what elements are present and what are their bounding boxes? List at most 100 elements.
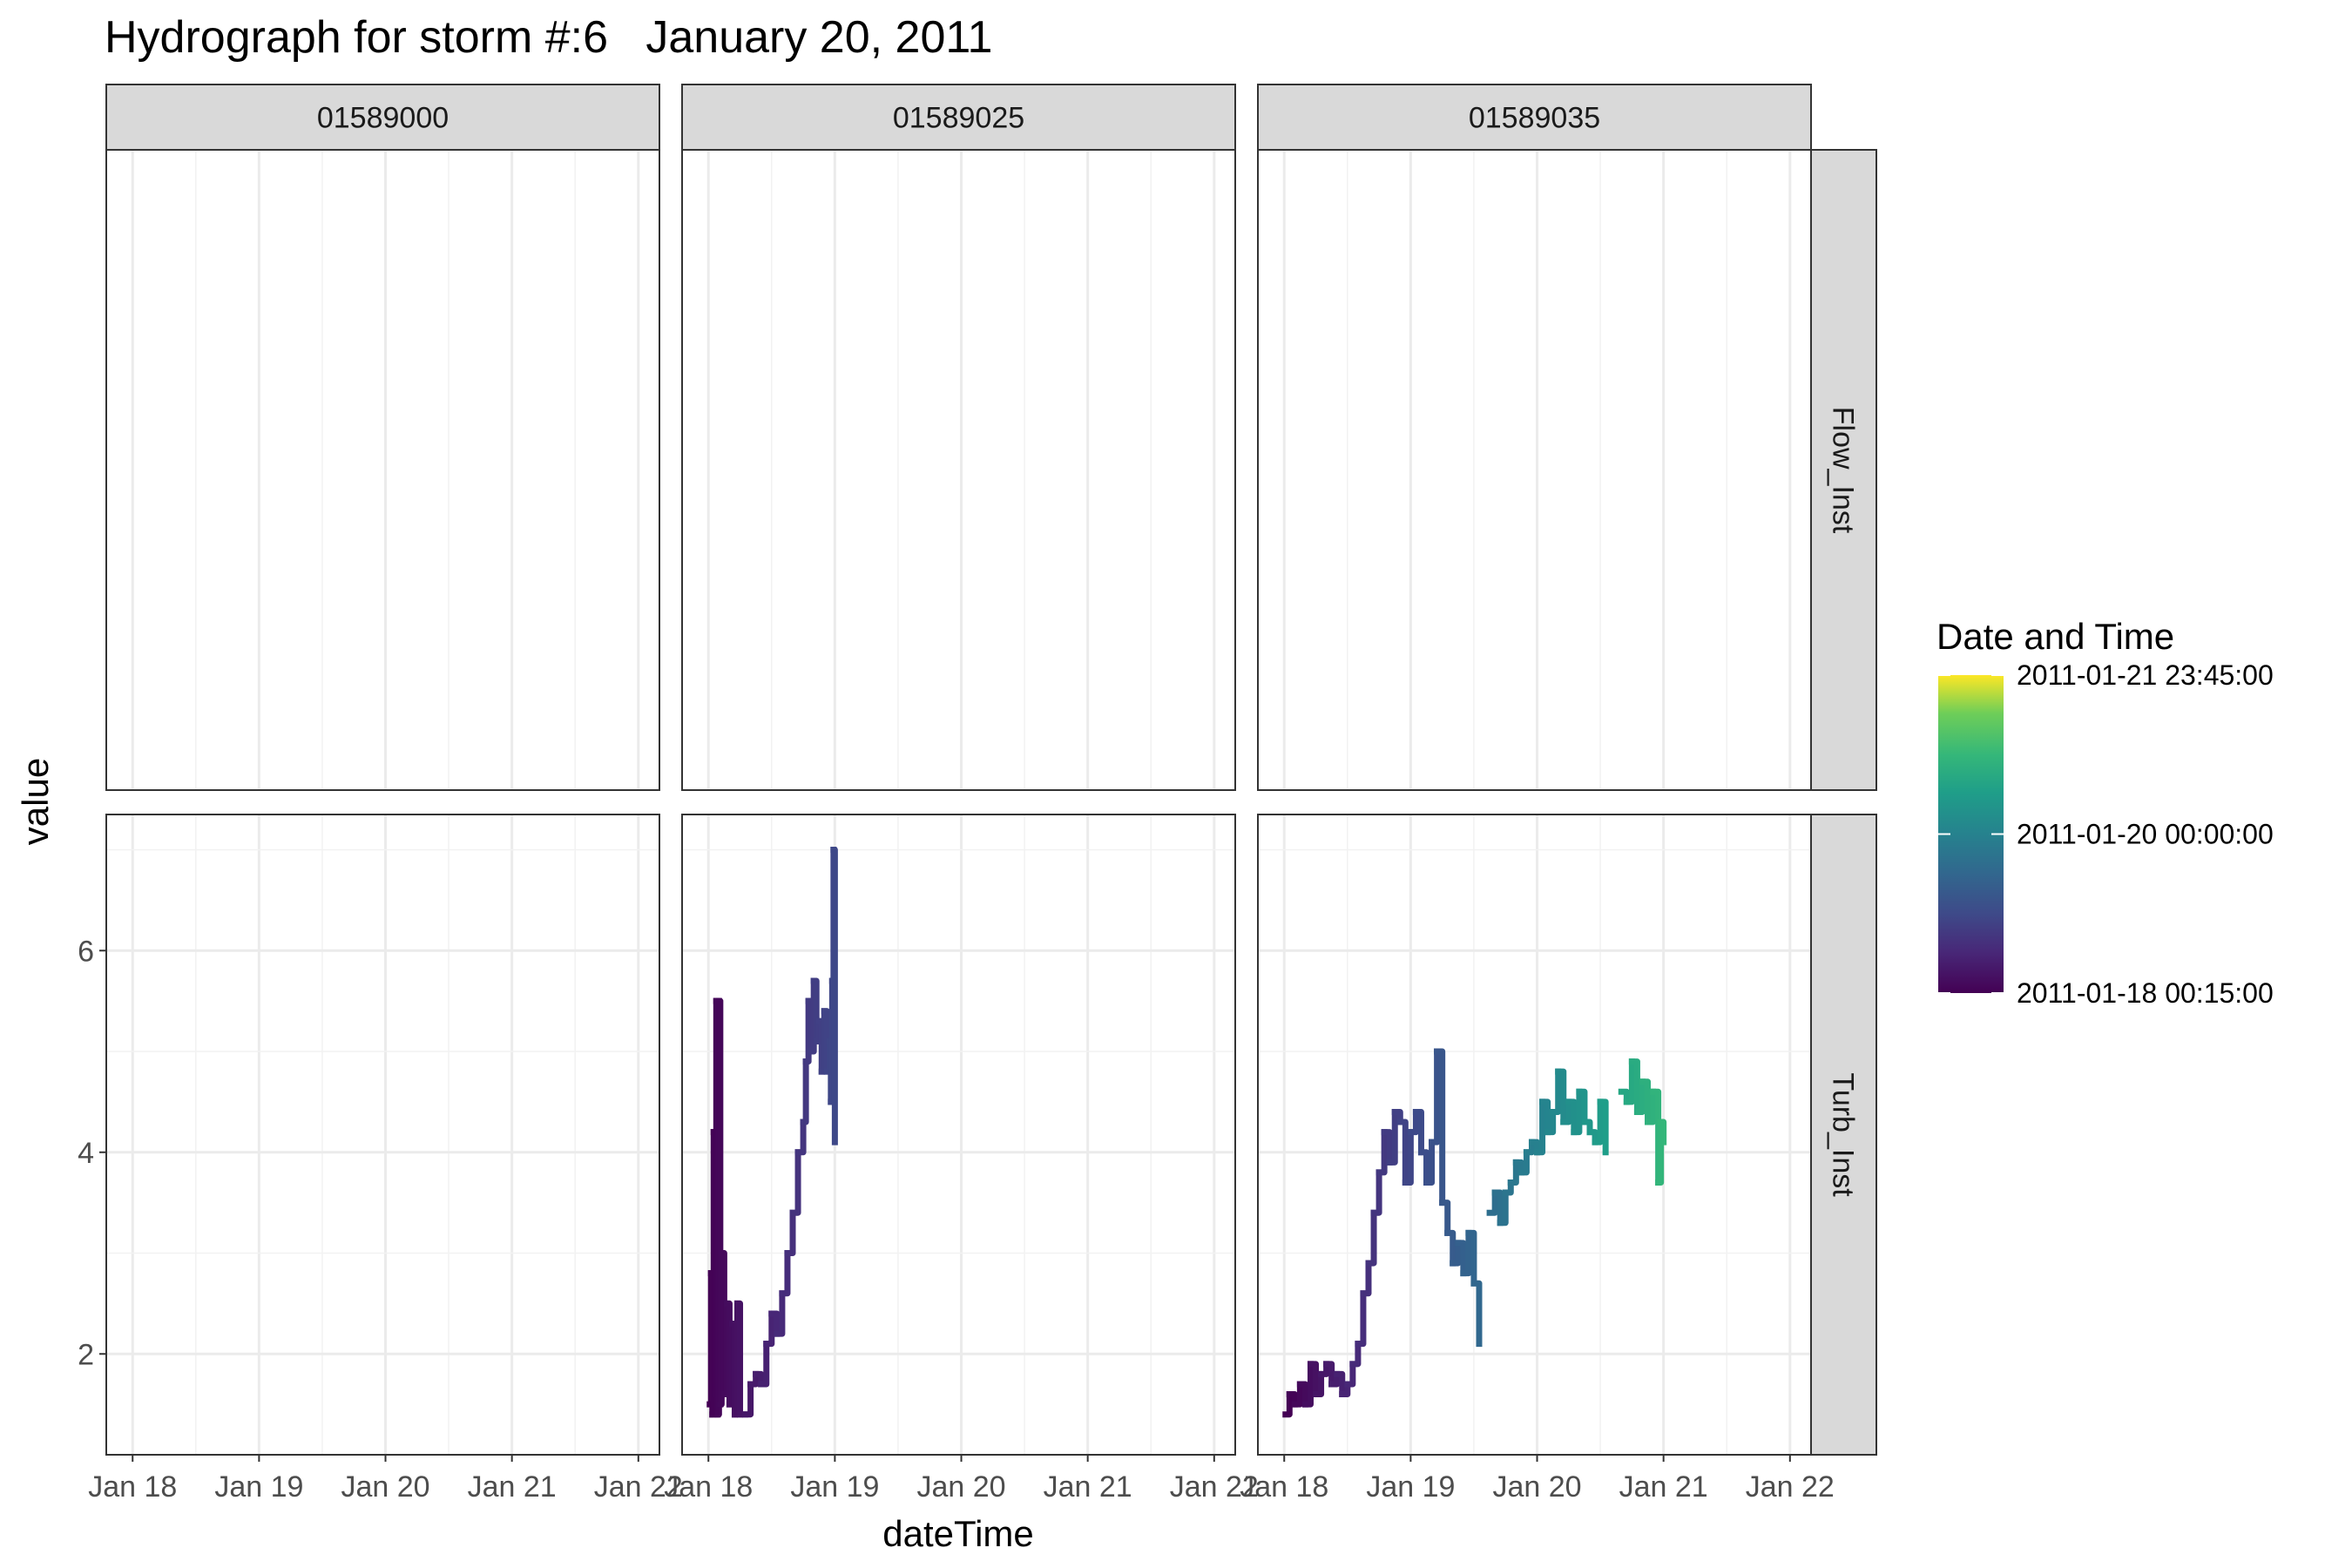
series-segment xyxy=(1534,1098,1546,1156)
x-tick-label: Jan 20 xyxy=(916,1470,1005,1504)
legend-break-label: 2011-01-20 00:00:00 xyxy=(2017,819,2274,850)
series-segment xyxy=(1507,1159,1519,1186)
legend-title: Date and Time xyxy=(1936,616,2174,657)
x-tick-label: Jan 22 xyxy=(1746,1470,1835,1504)
series-segment xyxy=(1639,1078,1652,1125)
facet-panels xyxy=(105,149,1812,1456)
panel-background xyxy=(1258,150,1811,790)
x-tick-label: Jan 22 xyxy=(594,1470,683,1504)
x-tick-label: Jan 20 xyxy=(1492,1470,1581,1504)
series-segment xyxy=(1375,1129,1388,1176)
series-segment xyxy=(1417,1149,1430,1186)
legend-break-label: 2011-01-18 00:15:00 xyxy=(2017,977,2274,1009)
x-axis-label: dateTime xyxy=(882,1513,1034,1554)
facet-strip xyxy=(1810,149,1877,791)
series-segment xyxy=(1328,1370,1341,1388)
series-segment xyxy=(1539,1098,1551,1136)
series-segment xyxy=(1444,1229,1456,1267)
x-tick-label: Jan 21 xyxy=(1619,1470,1708,1504)
facet-strip xyxy=(681,84,1236,151)
series-segment xyxy=(1597,1098,1609,1156)
series-segment xyxy=(789,1149,801,1216)
facet-strip xyxy=(1257,84,1812,151)
facet-label-site: 01589000 xyxy=(317,102,449,135)
series-segment xyxy=(1450,1240,1462,1267)
y-tick-label: 4 xyxy=(78,1137,94,1170)
series-segment xyxy=(734,1300,744,1418)
series-segment xyxy=(1402,1129,1414,1186)
legend-breaks: 2011-01-21 23:45:00 2011-01-20 00:00:00 20… xyxy=(1938,659,2274,1009)
series-segment xyxy=(1497,1189,1509,1227)
series-segment xyxy=(758,1341,770,1388)
series-segment xyxy=(1517,1149,1530,1176)
series-segment xyxy=(1576,1088,1588,1125)
facet-label-parameter: Turb_Inst xyxy=(1827,1072,1860,1197)
series-segment xyxy=(800,1058,809,1125)
series-segment xyxy=(1370,1169,1382,1216)
panel-border xyxy=(681,814,1236,1456)
series-segment xyxy=(1434,1048,1446,1206)
series-segment xyxy=(1645,1088,1657,1125)
series-segment xyxy=(1502,1179,1514,1196)
legend-break-label: 2011-01-21 23:45:00 xyxy=(2017,659,2274,691)
series-segment xyxy=(1633,1078,1646,1115)
panel-border xyxy=(105,814,660,1456)
series-segment xyxy=(779,1250,791,1297)
series-segment xyxy=(1560,1098,1572,1125)
y-tick-label: 6 xyxy=(78,935,94,968)
series-segment xyxy=(1565,1098,1578,1136)
series-segment xyxy=(1581,1119,1593,1136)
panel-background xyxy=(106,814,659,1455)
series-segment xyxy=(1396,1119,1409,1186)
panel-background xyxy=(682,814,1235,1455)
facet-label-site: 01589035 xyxy=(1469,102,1600,135)
series-segment xyxy=(1291,1381,1303,1408)
x-tick-label: Jan 21 xyxy=(468,1470,557,1504)
series-segment xyxy=(1592,1098,1604,1146)
y-tick-label: 2 xyxy=(78,1338,94,1371)
series-segment xyxy=(1323,1361,1335,1388)
x-axis: Jan 18 Jan 19 Jan 20 Jan 21 Jan 22 Jan 18 Jan … xyxy=(88,1455,1835,1504)
series-segment xyxy=(784,1209,796,1256)
panel-background xyxy=(106,150,659,790)
legend: Date and Time 2011-01-21 23:45:002011-01… xyxy=(1936,616,2274,1009)
series-segment xyxy=(1339,1381,1351,1398)
series-segment xyxy=(1550,1068,1562,1115)
x-tick-label: Jan 20 xyxy=(341,1470,429,1504)
series-segment xyxy=(1412,1108,1424,1156)
x-tick-label: Jan 19 xyxy=(790,1470,879,1504)
series-segment xyxy=(1571,1088,1583,1136)
x-tick-label: Jan 19 xyxy=(214,1470,303,1504)
x-tick-label: Jan 18 xyxy=(1240,1470,1328,1504)
series-segment xyxy=(1618,1088,1630,1105)
series-segment xyxy=(1628,1058,1640,1115)
x-tick-label: Jan 18 xyxy=(88,1470,177,1504)
series-01589025-Turb_Inst xyxy=(706,847,838,1418)
series-segment xyxy=(763,1310,775,1348)
series-segment xyxy=(1391,1108,1403,1125)
series-segment xyxy=(1586,1129,1598,1146)
panel-background xyxy=(682,150,1235,790)
series-segment xyxy=(1491,1189,1504,1227)
series-segment xyxy=(1555,1068,1567,1125)
series-segment xyxy=(1486,1189,1498,1216)
facet-strip xyxy=(105,84,660,151)
x-tick-label: Jan 19 xyxy=(1366,1470,1455,1504)
series-segment xyxy=(742,1381,754,1418)
series-segment xyxy=(1286,1391,1298,1408)
series-segment xyxy=(830,847,838,1146)
series-segment xyxy=(1301,1361,1314,1408)
series-segment xyxy=(774,1290,786,1337)
series-segment xyxy=(1658,1119,1667,1146)
series-segment xyxy=(1470,1280,1483,1348)
series-segment xyxy=(1623,1058,1635,1105)
y-axis-label: value xyxy=(15,758,56,845)
series-segment xyxy=(1334,1370,1346,1398)
series-segment xyxy=(1465,1229,1477,1287)
facet-label-site: 01589025 xyxy=(893,102,1024,135)
series-segment xyxy=(747,1370,760,1388)
facet-strips: 01589000 01589025 01589035 Flow_Inst Turb_In… xyxy=(105,84,1877,1456)
series-segment xyxy=(1318,1361,1330,1377)
series-segment xyxy=(1528,1139,1541,1156)
